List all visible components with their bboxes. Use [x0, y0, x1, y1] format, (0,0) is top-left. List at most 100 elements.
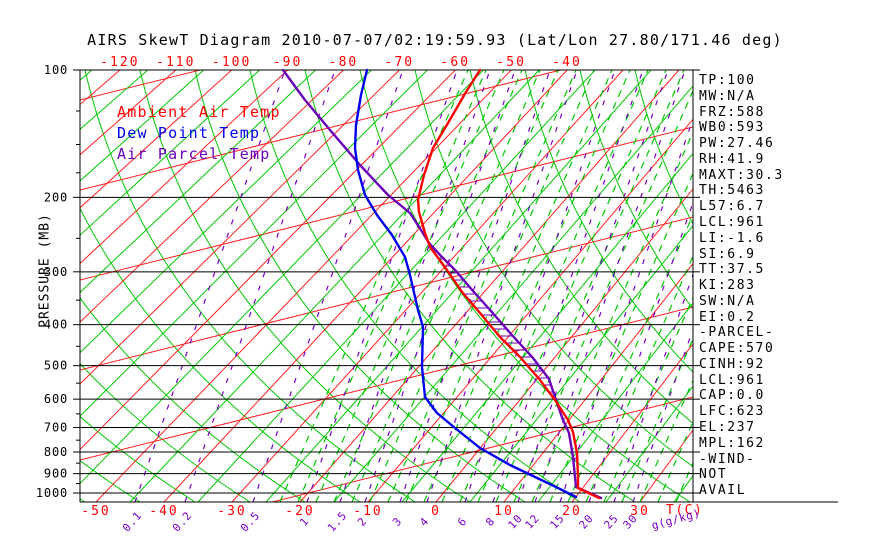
temp-label-bottom: -20: [285, 504, 314, 519]
pressure-tick-label: 300: [44, 265, 68, 279]
sounding-index-th-5463: TH:5463: [699, 183, 765, 199]
saturation-line-dashed: [621, 337, 693, 502]
isotherm-line-green: [80, 70, 372, 354]
mixing-ratio-line: [399, 70, 551, 502]
legend-dew-point-temp: Dew Point Temp: [117, 124, 261, 142]
pressure-tick-label: 700: [44, 420, 68, 434]
pressure-tick-label: 500: [44, 359, 68, 373]
saturation-line-dashed: [639, 378, 693, 502]
saturation-line-dashed: [351, 70, 541, 502]
temp-label-top: -50: [496, 55, 525, 70]
sounding-index-not: NOT: [699, 467, 728, 483]
mixing-ratio-label: 12: [522, 512, 542, 532]
ambient-air-temp-curve: [416, 68, 601, 500]
mixing-ratio-label: 6: [455, 514, 470, 528]
sounding-index-tt-37-5: TT:37.5: [699, 262, 765, 278]
sounding-index-parcel: -PARCEL-: [699, 325, 775, 341]
isotherm-line-red: [80, 70, 344, 323]
sounding-index-l57-6-7: L57:6.7: [699, 199, 765, 215]
sounding-index-sw-n-a: SW:N/A: [699, 293, 756, 309]
temp-label-top: -110: [156, 55, 195, 70]
axes: 100 200 300 400 500 600 700 800 900 1000: [36, 63, 838, 503]
sounding-index-frz-588: FRZ:588: [699, 104, 765, 120]
isotherm-line-red: [80, 70, 400, 385]
sounding-index-lfc-623: LFC:623: [699, 404, 765, 420]
saturation-line-dashed: [657, 420, 693, 502]
isotherm-line-red: [95, 70, 512, 502]
sounding-index-el-237: EL:237: [699, 419, 756, 435]
mixing-ratio-line: [559, 117, 693, 502]
pressure-tick-label: 100: [44, 63, 68, 77]
isotherm-line-green: [80, 70, 205, 182]
moist-adiabat-line: [80, 126, 693, 281]
sounding-index-maxt-30-3: MAXT:30.3: [699, 167, 784, 183]
isotherm-line-red: [80, 70, 288, 265]
mixing-ratio-line: [306, 70, 458, 502]
saturation-line-dashed: [441, 70, 631, 502]
pressure-tick-label: 900: [44, 467, 68, 481]
mixing-ratio-line: [426, 70, 578, 502]
isotherm-line-green: [537, 302, 693, 502]
sounding-index-ki-283: KI:283: [699, 278, 756, 293]
sounding-index-avail: AVAIL: [699, 483, 747, 498]
cape-hatch: [433, 251, 554, 393]
temp-label-bottom: 10: [494, 504, 514, 519]
isotherm-line-red: [299, 70, 680, 502]
saturation-line-dashed: [333, 70, 523, 502]
pressure-axis-title: PRESSURE (MB): [37, 213, 53, 328]
sounding-index-rh-41-9: RH:41.9: [699, 151, 765, 167]
temp-label-bottom: 30: [630, 504, 650, 519]
sounding-index-si-6-9: SI:6.9: [699, 246, 756, 262]
saturation-line-dashed: [297, 70, 487, 502]
mixing-ratio-line: [252, 70, 404, 502]
isotherm-line-red: [80, 70, 177, 156]
sounding-index-mw-n-a: MW:N/A: [699, 88, 756, 104]
temp-label-bottom: -30: [217, 504, 246, 519]
mixing-ratio-line: [134, 70, 286, 502]
sounding-index-cinh-92: CINH:92: [699, 356, 765, 372]
isotherm-line-red: [163, 70, 568, 502]
chart-title: AIRS SkewT Diagram 2010-07-07/02:19:59.9…: [87, 31, 783, 49]
saturation-line-dashed: [585, 254, 693, 502]
moist-adiabat-line: [80, 70, 563, 191]
isotherm-line-green: [80, 70, 316, 294]
isotherm-line-green: [0, 70, 36, 502]
sounding-index-tp-100: TP:100: [699, 73, 756, 88]
mixing-ratio-line: [588, 200, 693, 502]
isotherm-line-red: [367, 118, 693, 502]
saturation-line-dashed: [315, 70, 505, 502]
dry-adiabat-line: [634, 70, 693, 225]
isotherm-line-green: [401, 152, 693, 502]
saturation-line-dashed: [459, 70, 649, 502]
moist-adiabat-line: [80, 216, 693, 371]
sounding-index-ei-0-2: EI:0.2: [699, 309, 756, 325]
temp-label-top: -90: [273, 55, 302, 70]
sounding-index-pw-27-46: PW:27.46: [699, 136, 775, 152]
saturation-line-dashed: [549, 171, 693, 502]
saturation-line-dashed: [369, 70, 559, 502]
mixing-ratio-label: 25: [601, 512, 621, 532]
sounding-indices-panel: TP:100 MW:N/A FRZ:588 WB0:593 PW:27.46 RH:41.…: [699, 0, 869, 560]
mixing-ratio-line: [492, 70, 644, 502]
temp-label-top: -40: [552, 55, 581, 70]
pressure-tick-label: 200: [44, 190, 68, 204]
saturation-line-dashed: [387, 70, 577, 502]
isotherm-line-red: [435, 188, 693, 502]
sounding-index-li-1-6: LI:-1.6: [699, 230, 765, 246]
mixing-ratio-label: 3: [390, 514, 405, 528]
mixing-ratio-line: [534, 70, 686, 502]
legend-air-parcel-temp: Air Parcel Temp: [117, 145, 271, 163]
temp-label-top: -120: [100, 55, 139, 70]
isotherm-line-green: [80, 70, 484, 485]
dew-point-temp-curve: [353, 68, 578, 499]
mixing-ratio-label: 1.5: [325, 509, 350, 535]
isotherm-line-green: [605, 385, 693, 502]
isotherm-line-red: [503, 262, 693, 502]
legend-ambient-air-temp: Ambient Air Temp: [117, 103, 281, 121]
temp-label-bottom: -40: [149, 504, 178, 519]
sounding-index-mpl-162: MPL:162: [699, 435, 765, 451]
sounding-index-cap-0-0: CAP:0.0: [699, 388, 765, 404]
pressure-tick-label: 400: [44, 318, 68, 332]
